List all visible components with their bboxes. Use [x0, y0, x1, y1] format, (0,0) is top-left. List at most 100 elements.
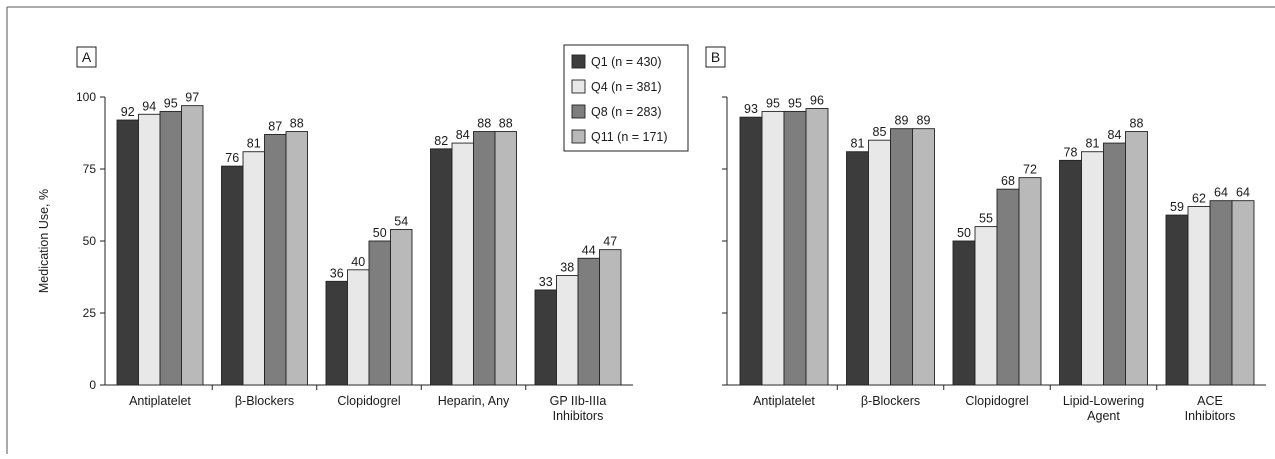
- category-label: GP IIb-IIIa: [550, 394, 607, 408]
- data-label: 38: [560, 261, 574, 275]
- legend: Q1 (n = 430) Q4 (n = 381) Q8 (n = 283) Q11 …: [563, 44, 689, 152]
- bar-a-1-1: [242, 151, 265, 386]
- panel-letter: B: [711, 49, 720, 65]
- data-label: 97: [185, 91, 199, 105]
- data-label: 47: [603, 235, 617, 249]
- data-label: 93: [744, 102, 758, 116]
- y-tick-label: 25: [83, 306, 97, 320]
- data-label: 88: [477, 117, 491, 131]
- data-label: 76: [225, 151, 239, 165]
- bar-a-1-0: [221, 165, 244, 386]
- panel-b: B 93 95 95 96 Antiplatelet 81 85 89 89 β-Blockers 5…: [705, 46, 1266, 423]
- legend-label: Q8 (n = 283): [591, 105, 662, 119]
- bar-a-4-0: [534, 289, 557, 386]
- data-label: 85: [873, 125, 887, 139]
- data-label: 59: [1170, 200, 1184, 214]
- bar-a-1-3: [285, 131, 308, 386]
- panel-letter-box: [76, 46, 97, 68]
- category-label: ACE: [1197, 394, 1223, 408]
- data-label: 84: [1108, 128, 1122, 142]
- data-label: 94: [142, 99, 156, 113]
- panel-a: A 0 25 50 75 100 Medication Use, % 92 94 95 97 Anti…: [37, 46, 633, 423]
- category-label: Inhibitors: [1185, 409, 1236, 423]
- data-label: 87: [268, 119, 282, 133]
- category-label: Antiplatelet: [753, 394, 815, 408]
- legend-label: Q1 (n = 430): [591, 55, 662, 69]
- category-label: β-Blockers: [861, 394, 920, 408]
- data-label: 50: [957, 226, 971, 240]
- data-label: 82: [434, 134, 448, 148]
- data-label: 68: [1001, 174, 1015, 188]
- y-axis-label: Medication Use, %: [37, 189, 51, 293]
- bar-b-1-2: [890, 128, 913, 386]
- data-label: 95: [766, 96, 780, 110]
- bar-b-0-0: [739, 116, 763, 386]
- data-label: 95: [788, 96, 802, 110]
- bar-b-2-1: [974, 226, 998, 386]
- category-label: Agent: [1087, 409, 1120, 423]
- bar-b-0-3: [805, 108, 829, 386]
- panel-letter-box: [705, 46, 726, 68]
- bar-b-3-3: [1125, 131, 1148, 386]
- data-label: 95: [164, 96, 178, 110]
- bar-b-1-3: [912, 128, 935, 386]
- bar-b-4-1: [1187, 205, 1211, 386]
- legend-swatch: [571, 129, 586, 144]
- y-tick-label: 100: [76, 90, 96, 104]
- data-label: 62: [1192, 191, 1206, 205]
- data-label: 92: [121, 105, 135, 119]
- category-label: Heparin, Any: [438, 394, 510, 408]
- bar-b-2-2: [996, 188, 1020, 386]
- data-label: 50: [373, 226, 387, 240]
- bar-a-3-2: [473, 131, 496, 386]
- legend-swatch: [571, 54, 586, 69]
- data-label: 89: [917, 114, 931, 128]
- category-label: Lipid-Lowering: [1063, 394, 1144, 408]
- data-label: 96: [810, 94, 824, 108]
- data-label: 44: [582, 243, 596, 257]
- bar-b-2-3: [1018, 177, 1042, 386]
- data-label: 36: [330, 266, 344, 280]
- category-label: Antiplatelet: [129, 394, 191, 408]
- bar-a-4-3: [599, 249, 622, 386]
- bar-b-3-0: [1059, 159, 1082, 386]
- panel-letter: A: [82, 49, 92, 65]
- y-tick-label: 75: [83, 162, 97, 176]
- legend-swatch: [571, 104, 586, 119]
- data-label: 72: [1023, 163, 1037, 177]
- data-label: 64: [1214, 186, 1228, 200]
- bar-b-4-3: [1231, 200, 1255, 386]
- category-label: Clopidogrel: [337, 394, 400, 408]
- bar-b-1-1: [868, 139, 891, 386]
- bar-a-4-1: [556, 275, 579, 386]
- data-label: 81: [247, 137, 261, 151]
- y-tick-label: 0: [89, 378, 96, 392]
- bar-a-2-3: [390, 229, 413, 386]
- bar-b-0-2: [783, 110, 807, 386]
- data-label: 54: [394, 214, 408, 228]
- data-label: 78: [1064, 145, 1078, 159]
- y-tick-label: 50: [83, 234, 97, 248]
- legend-label: Q11 (n = 171): [591, 130, 668, 144]
- legend-label: Q4 (n = 381): [591, 80, 662, 94]
- category-label: Inhibitors: [553, 409, 604, 423]
- data-label: 55: [979, 212, 993, 226]
- data-label: 33: [539, 275, 553, 289]
- bar-b-0-1: [761, 110, 785, 386]
- bar-b-1-0: [846, 151, 869, 386]
- bar-b-4-0: [1165, 214, 1189, 386]
- bar-b-4-2: [1209, 200, 1233, 386]
- data-label: 81: [851, 137, 865, 151]
- data-label: 81: [1086, 137, 1100, 151]
- bar-a-0-1: [138, 113, 161, 386]
- data-label: 84: [456, 128, 470, 142]
- bar-a-2-1: [347, 269, 370, 386]
- data-label: 88: [499, 117, 513, 131]
- bar-a-0-3: [181, 105, 204, 386]
- data-label: 89: [895, 114, 909, 128]
- category-label: Clopidogrel: [965, 394, 1028, 408]
- bar-a-3-3: [494, 131, 517, 386]
- data-label: 64: [1236, 186, 1250, 200]
